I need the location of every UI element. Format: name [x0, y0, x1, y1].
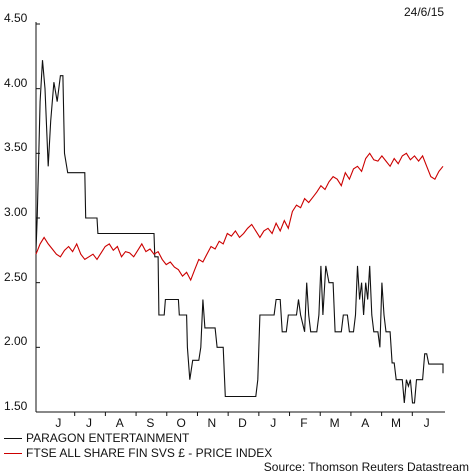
x-tick-label: M	[390, 416, 401, 430]
y-tick-label: 3.50	[4, 140, 28, 155]
x-tick-label: N	[207, 416, 217, 430]
chart-date: 24/6/15	[404, 5, 445, 19]
y-tick-label: 4.00	[4, 75, 28, 90]
y-tick-label: 1.50	[4, 399, 28, 413]
legend-swatch-ftse	[4, 452, 22, 454]
x-tick-label: O	[176, 416, 186, 430]
legend-item-ftse: FTSE ALL SHARE FIN SVS £ - PRICE INDEX	[4, 446, 272, 460]
legend-swatch-paragon	[4, 437, 22, 439]
x-tick-label: S	[146, 416, 155, 430]
x-tick-label: A	[361, 416, 370, 430]
series-layer	[35, 60, 444, 404]
x-tick-label: J	[86, 416, 93, 430]
y-tick-label: 2.00	[4, 334, 28, 349]
x-tick-label: D	[238, 416, 247, 430]
x-tick-label: J	[423, 416, 430, 430]
x-tick-label: M	[329, 416, 340, 430]
legend-item-paragon: PARAGON ENTERTAINMENT	[4, 431, 189, 445]
legend-label-paragon: PARAGON ENTERTAINMENT	[26, 431, 190, 445]
series-line-paragon	[35, 60, 444, 404]
y-tick-label: 2.50	[4, 269, 28, 284]
series-line-ftse	[35, 152, 444, 282]
legend-label-ftse: FTSE ALL SHARE FIN SVS £ - PRICE INDEX	[26, 446, 273, 460]
y-tick-label: 3.00	[4, 205, 28, 219]
y-tick-label: 4.50	[4, 11, 28, 25]
source-note: Source: Thomson Reuters Datastream	[263, 460, 469, 474]
x-tick-label: J	[55, 416, 62, 430]
x-tick-label: F	[300, 416, 308, 430]
x-tick-label: A	[115, 416, 124, 430]
x-tick-label: J	[270, 416, 277, 430]
